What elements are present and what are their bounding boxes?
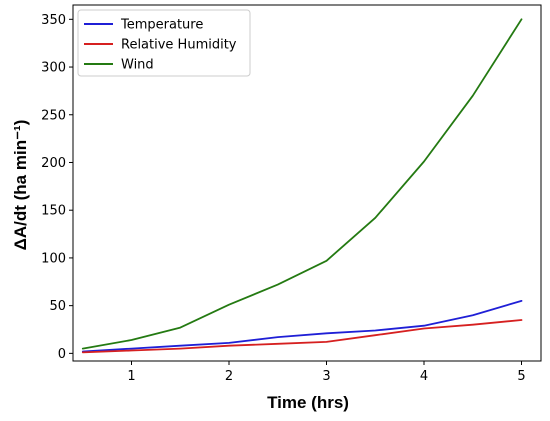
y-axis-ticks: 0 50 100 150 200 250 300 350 <box>41 13 73 362</box>
legend-frame <box>77 9 251 77</box>
y-tick-label: 100 <box>41 251 66 266</box>
legend-label-relative-humidity: Relative Humidity <box>121 38 237 53</box>
x-axis-ticks: 1 2 3 4 5 <box>127 361 526 384</box>
series-line-relative-humidity <box>81 319 523 354</box>
legend-label-wind: Wind <box>121 58 154 73</box>
series-line-temperature <box>81 299 523 353</box>
legend-label-temperature: Temperature <box>120 18 203 33</box>
x-tick-label: 2 <box>225 369 233 384</box>
x-tick-label: 3 <box>322 369 330 384</box>
y-tick-label: 50 <box>49 299 66 314</box>
chart-legend: Temperature Relative Humidity Wind <box>77 9 251 77</box>
plot-area-frame <box>72 4 542 362</box>
y-tick-label: 250 <box>41 108 66 123</box>
y-tick-label: 200 <box>41 156 66 171</box>
x-tick-label: 4 <box>420 369 428 384</box>
y-tick-label: 300 <box>41 61 66 76</box>
x-tick-label: 5 <box>517 369 525 384</box>
x-tick-label: 1 <box>127 369 135 384</box>
y-tick-label: 350 <box>41 13 66 28</box>
series-line-wind <box>81 18 523 350</box>
y-tick-label: 150 <box>41 204 66 219</box>
x-axis-title: Time (hrs) <box>267 393 349 412</box>
y-axis-title: ΔA/dt (ha min⁻¹) <box>11 120 30 251</box>
y-tick-label: 0 <box>58 347 66 362</box>
chart-series <box>81 18 523 354</box>
